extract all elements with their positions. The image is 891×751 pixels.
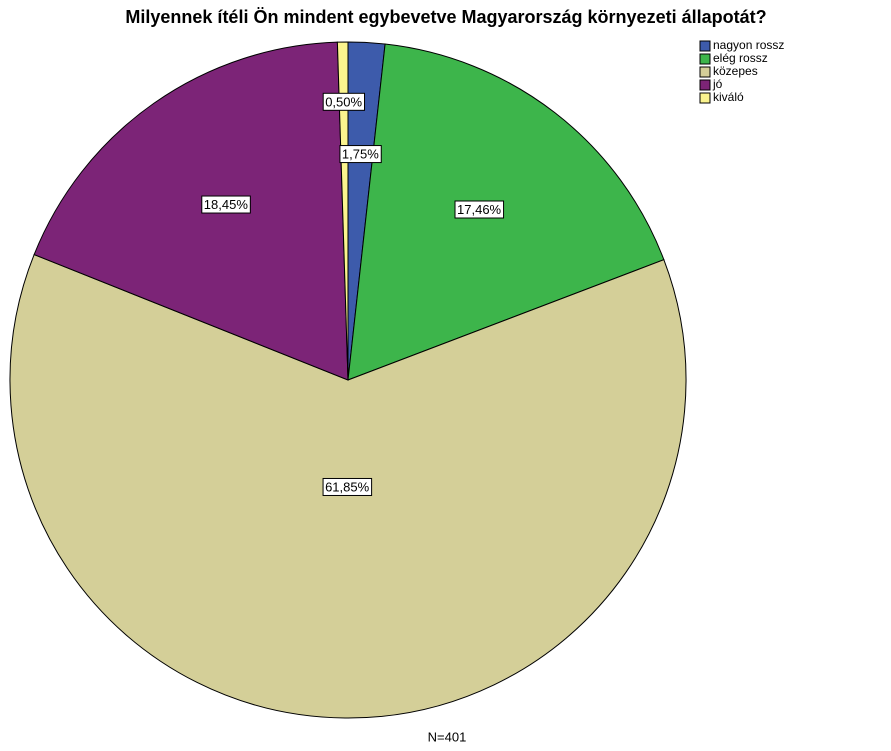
data-label-text: 1,75%: [342, 147, 379, 162]
pie-slice: [347, 43, 665, 381]
data-label: 61,85%: [322, 477, 373, 496]
data-label: 0,50%: [322, 92, 366, 111]
annotation: N=401: [428, 729, 467, 744]
data-label: 18,45%: [201, 195, 251, 214]
data-label-box: [339, 145, 382, 164]
data-label-box: [322, 477, 373, 496]
legend-label: kiváló: [713, 90, 744, 104]
data-label-text: 18,45%: [204, 197, 249, 212]
legend-label: elég rossz: [713, 51, 768, 65]
legend-swatch: [699, 66, 711, 78]
data-label-text: 0,50%: [325, 94, 362, 109]
data-label-box: [322, 92, 366, 111]
legend-swatch: [699, 40, 711, 52]
data-label-text: 61,85%: [325, 479, 370, 494]
legend-label: nagyon rossz: [713, 38, 784, 52]
legend-label: közepes: [713, 64, 758, 78]
pie-slice: [336, 41, 349, 381]
legend-swatch: [699, 79, 711, 91]
data-label-box: [454, 200, 505, 219]
legend-swatch: [699, 92, 711, 104]
data-label-text: 17,46%: [457, 202, 502, 217]
legend-label: jó: [712, 77, 723, 91]
data-label: 17,46%: [454, 200, 505, 219]
data-label: 1,75%: [339, 145, 382, 164]
legend-swatch: [699, 53, 711, 65]
data-label-box: [201, 195, 251, 214]
pie-slice: [33, 41, 349, 381]
chart-title: Milyennek ítéli Ön mindent egybevetve Ma…: [125, 7, 766, 27]
